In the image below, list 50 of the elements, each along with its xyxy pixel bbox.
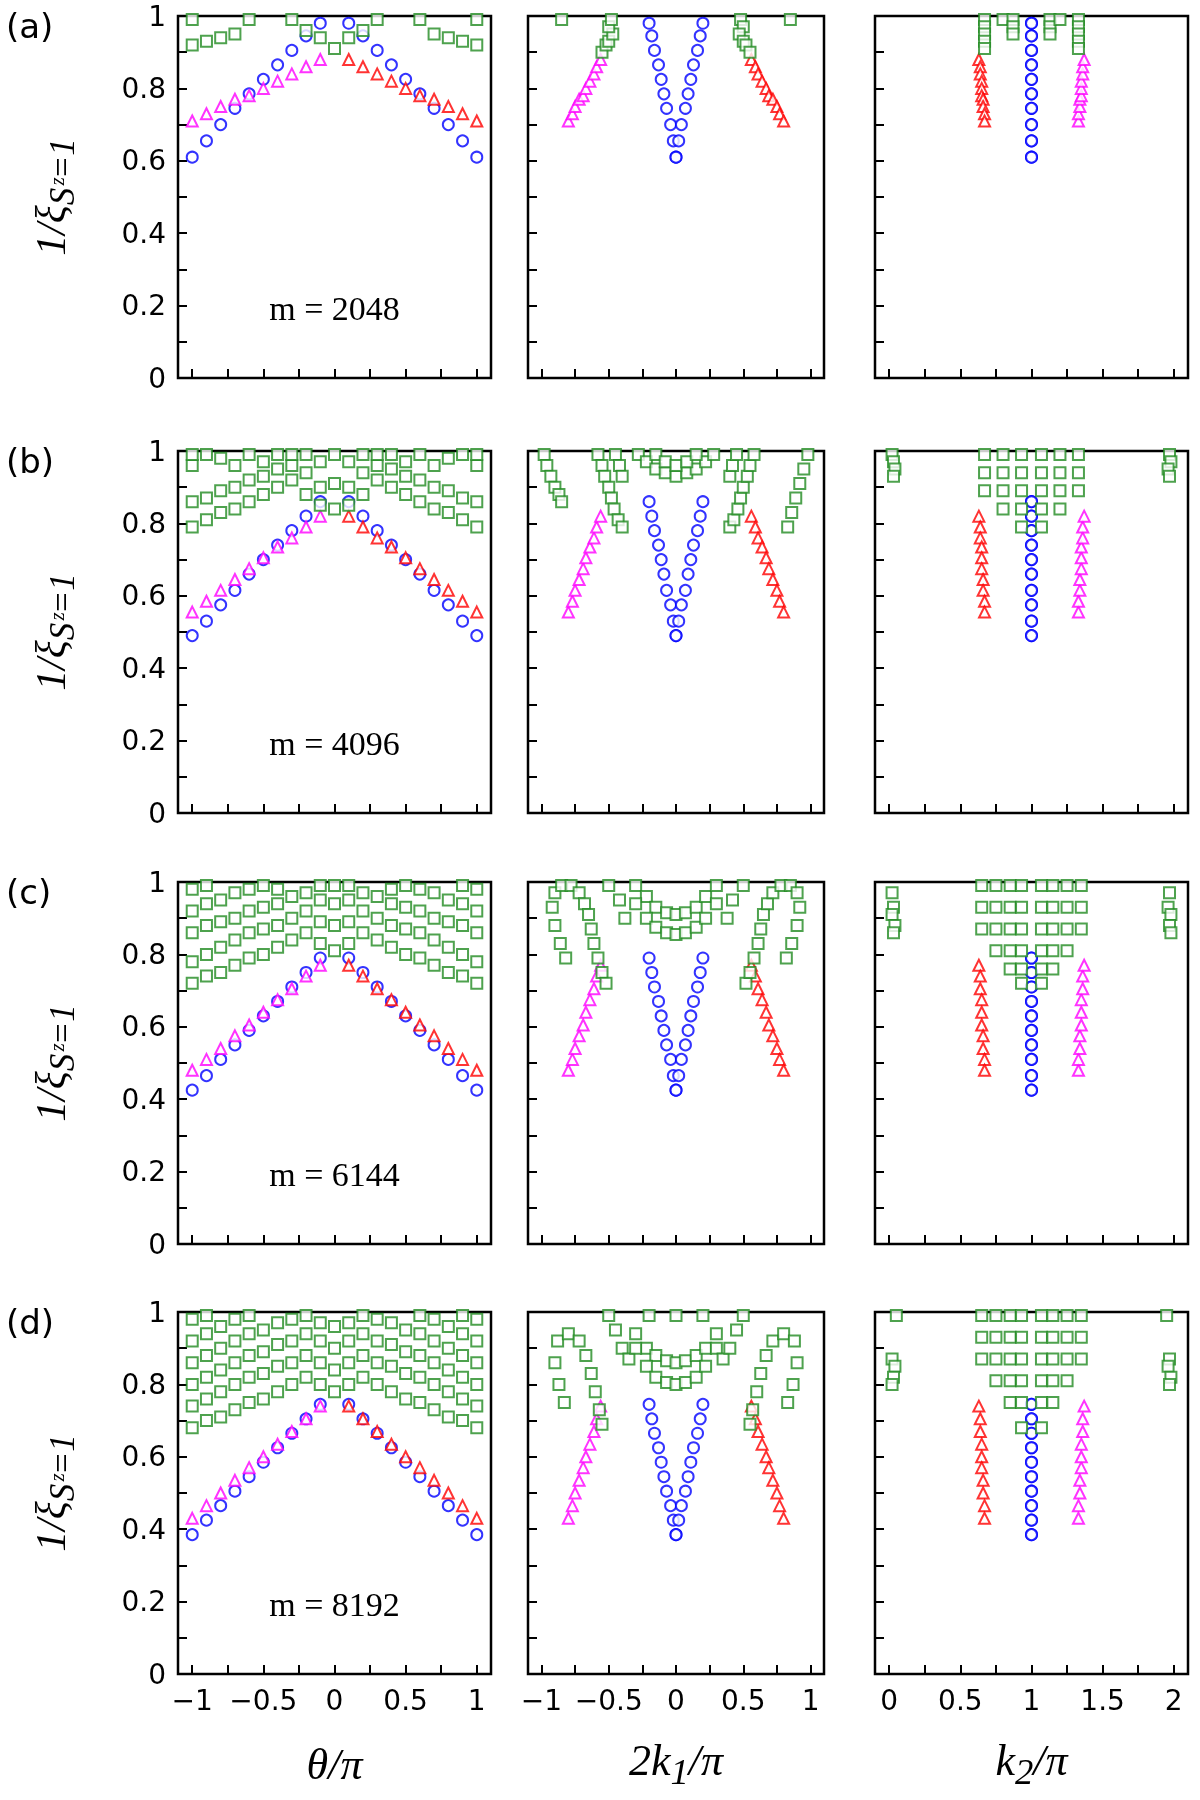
annotation: m = 8192 bbox=[269, 1586, 400, 1625]
y-tick-label: 0.6 bbox=[121, 1440, 166, 1474]
x-tick-label: 1 bbox=[1022, 1683, 1041, 1717]
y-tick-label: 1 bbox=[148, 0, 166, 33]
x-axis-title: θ/π bbox=[306, 1738, 363, 1790]
x-tick-label: 0.5 bbox=[938, 1683, 983, 1717]
x-tick-label: 2 bbox=[1164, 1683, 1183, 1717]
x-tick-label: 0.5 bbox=[721, 1683, 766, 1717]
x-tick-label: −0.5 bbox=[574, 1683, 643, 1717]
y-tick-label: 0.4 bbox=[121, 1082, 166, 1116]
text: (c) bbox=[6, 872, 52, 912]
x-axis-title: k$_{2}$/π bbox=[995, 1734, 1068, 1794]
y-tick-label: 0.2 bbox=[121, 1585, 166, 1619]
x-tick-label: 1.5 bbox=[1080, 1683, 1125, 1717]
y-tick-label: 1 bbox=[148, 434, 166, 468]
x-tick-label: −1 bbox=[520, 1683, 563, 1717]
text: (b) bbox=[6, 441, 55, 481]
y-tick-label: 0 bbox=[148, 1227, 166, 1261]
text: (a) bbox=[6, 6, 54, 46]
y-tick-label: 0.8 bbox=[121, 1367, 166, 1401]
y-tick-label: 0 bbox=[148, 361, 166, 395]
y-tick-label: 0 bbox=[148, 1657, 166, 1691]
y-tick-label: 0.2 bbox=[121, 1155, 166, 1189]
x-tick-label: −1 bbox=[171, 1683, 213, 1717]
x-tick-label: 1 bbox=[467, 1683, 486, 1717]
x-tick-label: 0.5 bbox=[383, 1683, 428, 1717]
y-tick-label: 0.8 bbox=[121, 937, 166, 971]
y-tick-label: 0.6 bbox=[121, 144, 166, 178]
annotation: m = 4096 bbox=[269, 725, 400, 764]
y-tick-label: 1 bbox=[148, 865, 166, 899]
y-tick-label: 0.4 bbox=[121, 651, 166, 685]
y-tick-label: 0.4 bbox=[121, 216, 166, 250]
x-tick-label: −0.5 bbox=[229, 1683, 298, 1717]
x-tick-label: 0 bbox=[325, 1683, 344, 1717]
x-axis-title: 2k$_{1}$/π bbox=[628, 1734, 724, 1794]
x-tick-label: 0 bbox=[667, 1683, 685, 1717]
y-tick-label: 0.6 bbox=[121, 1010, 166, 1044]
y-tick-label: 0.4 bbox=[121, 1512, 166, 1546]
annotation: m = 2048 bbox=[269, 290, 400, 329]
y-tick-label: 0.2 bbox=[121, 289, 166, 323]
y-tick-label: 0.8 bbox=[121, 506, 166, 540]
y-tick-label: 1 bbox=[148, 1295, 166, 1329]
annotation: m = 6144 bbox=[269, 1156, 400, 1195]
y-tick-label: 0 bbox=[148, 796, 166, 830]
y-tick-label: 0.2 bbox=[121, 724, 166, 758]
text: (d) bbox=[6, 1302, 55, 1342]
y-tick-label: 0.8 bbox=[121, 71, 166, 105]
x-tick-label: 0 bbox=[880, 1683, 899, 1717]
x-tick-label: 1 bbox=[801, 1683, 820, 1717]
y-tick-label: 0.6 bbox=[121, 579, 166, 613]
